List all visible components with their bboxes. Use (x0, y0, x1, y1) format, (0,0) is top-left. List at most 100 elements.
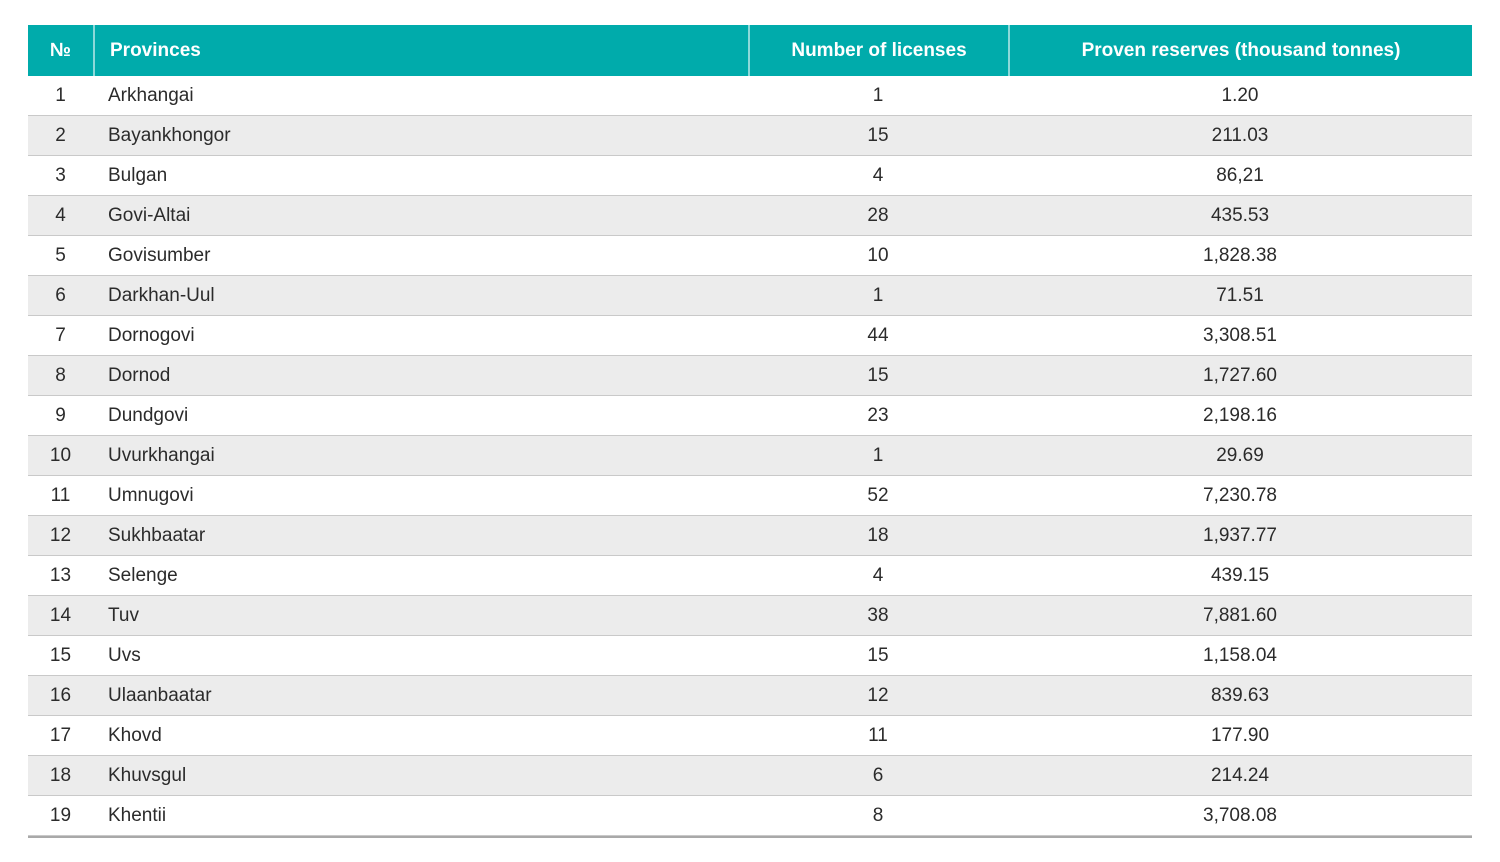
proven-reserves-cell: 2,198.16 (1203, 404, 1277, 426)
license-count-cell: 4 (872, 564, 884, 586)
license-count-cell: 38 (867, 604, 889, 626)
table-row: 10 Uvurkhangai 1 29.69 (28, 436, 1472, 476)
table-row: 7 Dornogovi 44 3,308.51 (28, 316, 1472, 356)
table-row: 9 Dundgovi 23 2,198.16 (28, 396, 1472, 436)
province-name-cell: Khentii (108, 804, 167, 826)
license-count-cell: 8 (872, 804, 884, 826)
table-row: 3 Bulgan 4 86,21 (28, 156, 1472, 196)
row-number-cell: 12 (49, 524, 72, 546)
province-name-cell: Govisumber (108, 244, 211, 266)
province-name-cell: Ulaanbaatar (108, 684, 212, 706)
proven-reserves-cell: 86,21 (1216, 164, 1264, 186)
proven-reserves-cell: 7,881.60 (1203, 604, 1277, 626)
table-header-row: № Provinces Number of licenses Proven re… (28, 25, 1472, 76)
row-number-cell: 19 (49, 804, 72, 826)
column-header-licenses: Number of licenses (748, 25, 1008, 76)
table-row: 12 Sukhbaatar 18 1,937.77 (28, 516, 1472, 556)
province-name-cell: Tuv (108, 604, 139, 626)
table-row: 5 Govisumber 10 1,828.38 (28, 236, 1472, 276)
provinces-licenses-table: № Provinces Number of licenses Proven re… (28, 25, 1472, 838)
row-number-cell: 8 (55, 364, 66, 386)
license-count-cell: 4 (872, 164, 884, 186)
proven-reserves-cell: 839.63 (1210, 684, 1270, 706)
proven-reserves-cell: 211.03 (1211, 124, 1269, 146)
row-number-cell: 13 (49, 564, 72, 586)
row-number-cell: 16 (49, 684, 72, 706)
row-number-cell: 17 (49, 724, 72, 746)
license-count-cell: 1 (872, 84, 884, 106)
table-row: 17 Khovd 11 177.90 (28, 716, 1472, 756)
license-count-cell: 52 (867, 484, 889, 506)
table-row: 6 Darkhan-Uul 1 71.51 (28, 276, 1472, 316)
license-count-cell: 28 (867, 204, 889, 226)
province-name-cell: Arkhangai (108, 84, 194, 106)
license-count-cell: 10 (867, 244, 889, 266)
province-name-cell: Selenge (108, 564, 178, 586)
proven-reserves-cell: 1,727.60 (1203, 364, 1277, 386)
row-number-cell: 2 (55, 124, 66, 146)
province-name-cell: Khovd (108, 724, 162, 746)
license-count-cell: 6 (872, 764, 884, 786)
proven-reserves-cell: 1,828.38 (1203, 244, 1277, 266)
column-header-provinces: Provinces (93, 25, 748, 76)
proven-reserves-cell: 7,230.78 (1203, 484, 1277, 506)
column-header-reserves: Proven reserves (thousand tonnes) (1008, 25, 1472, 76)
province-name-cell: Govi-Altai (108, 204, 191, 226)
table-row: 11 Umnugovi 52 7,230.78 (28, 476, 1472, 516)
license-count-cell: 23 (867, 404, 889, 426)
license-count-cell: 11 (868, 724, 888, 746)
row-number-cell: 7 (55, 324, 66, 346)
table-row: 19 Khentii 8 3,708.08 (28, 796, 1472, 836)
proven-reserves-cell: 3,308.51 (1203, 324, 1277, 346)
row-number-cell: 18 (49, 764, 72, 786)
proven-reserves-cell: 1,158.04 (1203, 644, 1277, 666)
row-number-cell: 11 (50, 484, 71, 506)
proven-reserves-cell: 435.53 (1210, 204, 1270, 226)
proven-reserves-cell: 1.20 (1221, 84, 1259, 106)
table-row: 13 Selenge 4 439.15 (28, 556, 1472, 596)
license-count-cell: 15 (867, 364, 889, 386)
row-number-cell: 5 (55, 244, 66, 266)
row-number-cell: 10 (49, 444, 72, 466)
province-name-cell: Bayankhongor (108, 124, 231, 146)
province-name-cell: Bulgan (108, 164, 168, 186)
proven-reserves-cell: 71.51 (1216, 284, 1264, 306)
table-row: 14 Tuv 38 7,881.60 (28, 596, 1472, 636)
province-name-cell: Umnugovi (108, 484, 194, 506)
license-count-cell: 15 (867, 644, 889, 666)
proven-reserves-cell: 214.24 (1210, 764, 1270, 786)
license-count-cell: 12 (867, 684, 889, 706)
row-number-cell: 4 (55, 204, 66, 226)
row-number-cell: 15 (49, 644, 72, 666)
province-name-cell: Uvurkhangai (108, 444, 215, 466)
table-row: 18 Khuvsgul 6 214.24 (28, 756, 1472, 796)
row-number-cell: 1 (55, 84, 66, 106)
proven-reserves-cell: 3,708.08 (1203, 804, 1277, 826)
license-count-cell: 18 (867, 524, 889, 546)
province-name-cell: Dornod (108, 364, 171, 386)
column-header-no: № (49, 39, 72, 61)
proven-reserves-cell: 1,937.77 (1203, 524, 1277, 546)
table-row: 15 Uvs 15 1,158.04 (28, 636, 1472, 676)
table-row: 16 Ulaanbaatar 12 839.63 (28, 676, 1472, 716)
proven-reserves-cell: 177.90 (1210, 724, 1270, 746)
table-row: 2 Bayankhongor 15 211.03 (28, 116, 1472, 156)
license-count-cell: 1 (872, 284, 884, 306)
proven-reserves-cell: 29.69 (1216, 444, 1264, 466)
province-name-cell: Dornogovi (108, 324, 195, 346)
row-number-cell: 6 (55, 284, 66, 306)
license-count-cell: 1 (872, 444, 884, 466)
row-number-cell: 3 (55, 164, 66, 186)
province-name-cell: Sukhbaatar (108, 524, 206, 546)
proven-reserves-cell: 439.15 (1210, 564, 1270, 586)
license-count-cell: 15 (867, 124, 889, 146)
province-name-cell: Darkhan-Uul (108, 284, 215, 306)
license-count-cell: 44 (867, 324, 889, 346)
row-number-cell: 14 (49, 604, 72, 626)
table-row: 4 Govi-Altai 28 435.53 (28, 196, 1472, 236)
table-row: 8 Dornod 15 1,727.60 (28, 356, 1472, 396)
row-number-cell: 9 (55, 404, 66, 426)
province-name-cell: Dundgovi (108, 404, 189, 426)
province-name-cell: Uvs (108, 644, 141, 666)
